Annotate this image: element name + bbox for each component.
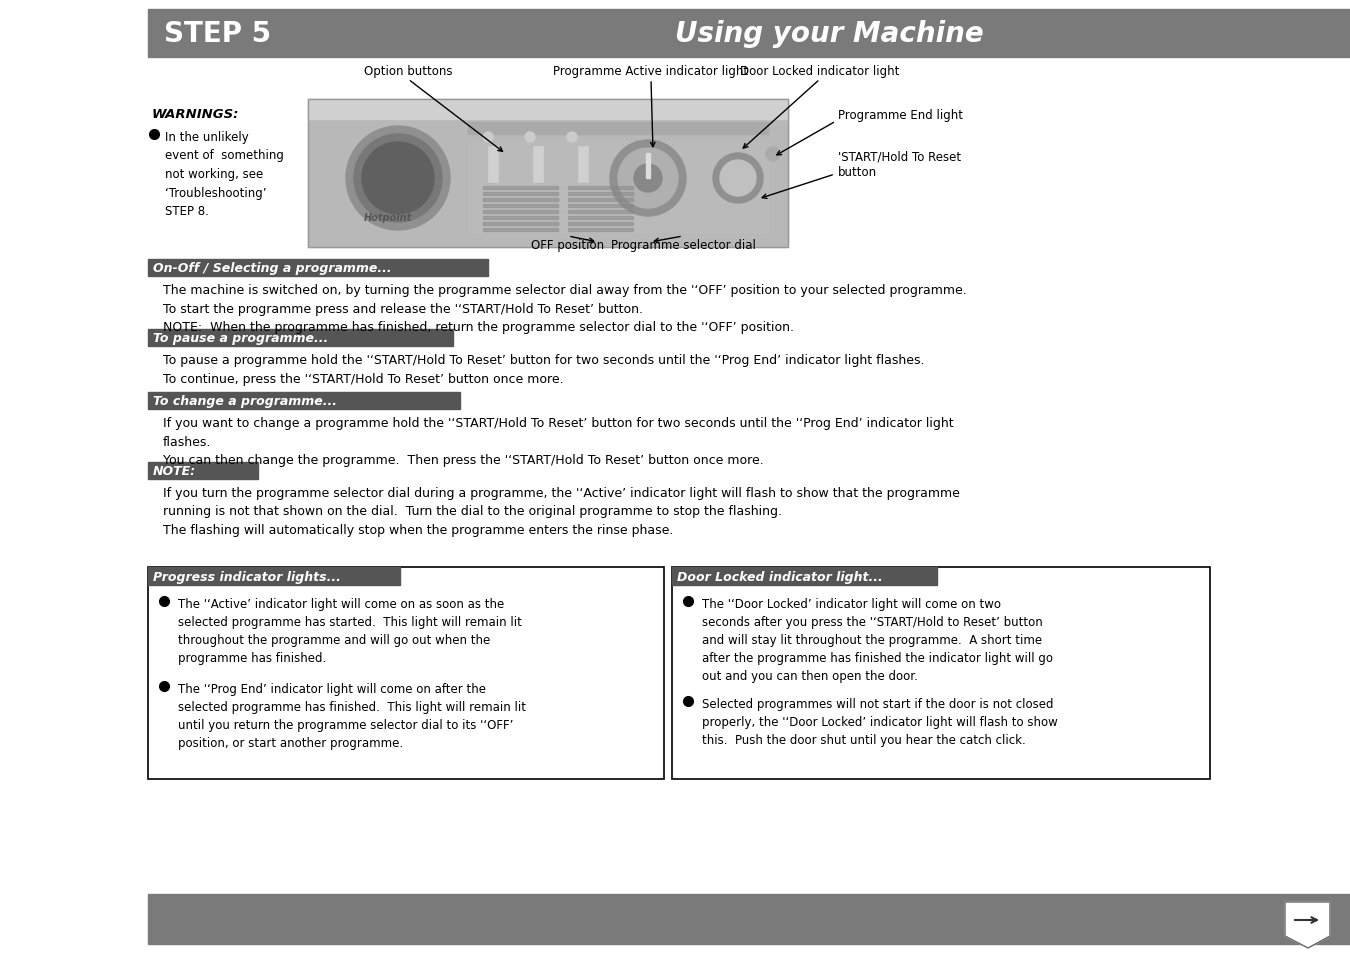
Bar [148, 567, 664, 780]
Bar [483, 211, 558, 213]
Bar [148, 393, 460, 410]
Text: Selected programmes will not start if the door is not closed
properly, the '‘Doo: Selected programmes will not start if th… [702, 698, 1058, 746]
Bar [483, 199, 558, 202]
Bar [672, 567, 1210, 780]
Circle shape [618, 149, 678, 209]
Bar [483, 187, 558, 190]
Text: NOTE:: NOTE: [153, 464, 196, 477]
Bar [568, 193, 633, 195]
Bar [148, 10, 1350, 58]
Bar [647, 153, 649, 179]
Text: If you want to change a programme hold the '‘START/Hold To Reset’ button for two: If you want to change a programme hold t… [163, 416, 953, 467]
Circle shape [354, 135, 441, 223]
Text: The machine is switched on, by turning the programme selector dial away from the: The machine is switched on, by turning t… [163, 284, 967, 334]
Bar [483, 223, 558, 226]
Bar [568, 187, 633, 190]
Circle shape [634, 165, 662, 193]
Text: 'START/Hold To Reset
button: 'START/Hold To Reset button [838, 151, 961, 179]
Bar [568, 216, 633, 220]
Polygon shape [1285, 902, 1330, 948]
Circle shape [483, 132, 493, 143]
Bar [568, 205, 633, 208]
Bar [568, 223, 633, 226]
Text: If you turn the programme selector dial during a programme, the '‘Active’ indica: If you turn the programme selector dial … [163, 486, 960, 537]
Bar [308, 100, 788, 120]
Text: Using your Machine: Using your Machine [675, 20, 983, 48]
Text: The '‘Active’ indicator light will come on as soon as the
selected programme has: The '‘Active’ indicator light will come … [178, 598, 522, 664]
Bar [487, 147, 498, 183]
Text: Hotpoint: Hotpoint [364, 213, 412, 223]
Text: To pause a programme...: To pause a programme... [153, 332, 328, 345]
Text: Programme End light: Programme End light [838, 109, 963, 121]
Bar [483, 205, 558, 208]
Circle shape [610, 141, 686, 216]
Text: OFF position: OFF position [532, 238, 605, 252]
Bar [672, 567, 937, 585]
Text: Door Locked indicator light...: Door Locked indicator light... [676, 570, 883, 583]
Circle shape [720, 161, 756, 196]
Text: STEP 5: STEP 5 [165, 20, 271, 48]
Text: To pause a programme hold the '‘START/Hold To Reset’ button for two seconds unti: To pause a programme hold the '‘START/Ho… [163, 354, 925, 385]
Bar [308, 100, 788, 248]
Circle shape [567, 132, 576, 143]
Circle shape [713, 153, 763, 204]
Text: Programme Active indicator light: Programme Active indicator light [554, 66, 748, 78]
Bar [483, 216, 558, 220]
Text: Door Locked indicator light: Door Locked indicator light [740, 66, 899, 78]
Bar [533, 147, 543, 183]
Text: To change a programme...: To change a programme... [153, 395, 338, 408]
Bar [468, 143, 768, 233]
Text: Programme selector dial: Programme selector dial [610, 238, 756, 252]
Bar [148, 894, 1350, 944]
Bar [148, 567, 400, 585]
Bar [568, 211, 633, 213]
Text: Progress indicator lights...: Progress indicator lights... [153, 570, 340, 583]
Bar [148, 330, 454, 347]
Bar [578, 147, 589, 183]
Bar [148, 462, 258, 479]
Bar [568, 199, 633, 202]
Text: In the unlikely
event of  something
not working, see
‘Troubleshooting’
STEP 8.: In the unlikely event of something not w… [165, 131, 284, 218]
Text: WARNINGS:: WARNINGS: [153, 108, 239, 121]
Bar [308, 100, 788, 248]
Circle shape [346, 127, 450, 231]
Bar [568, 229, 633, 232]
Circle shape [525, 132, 535, 143]
Circle shape [765, 148, 780, 162]
Circle shape [362, 143, 433, 214]
Text: On-Off / Selecting a programme...: On-Off / Selecting a programme... [153, 262, 392, 274]
Bar [148, 260, 487, 276]
Bar [483, 229, 558, 232]
Bar [483, 193, 558, 195]
Bar [468, 123, 768, 135]
Text: The '‘Prog End’ indicator light will come on after the
selected programme has fi: The '‘Prog End’ indicator light will com… [178, 682, 526, 749]
Text: The '‘Door Locked’ indicator light will come on two
seconds after you press the : The '‘Door Locked’ indicator light will … [702, 598, 1053, 682]
Text: Option buttons: Option buttons [363, 66, 452, 78]
